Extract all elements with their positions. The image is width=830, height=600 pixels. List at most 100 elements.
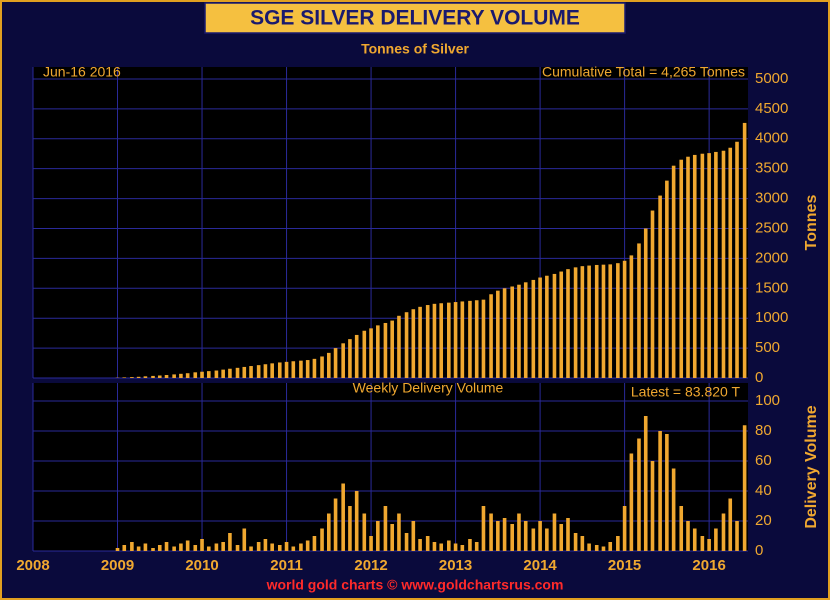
footer: world gold charts © www.goldchartsrus.co… [266,577,564,593]
y-tick-label: 2500 [755,219,788,236]
bar [242,366,247,378]
bar [671,468,676,551]
bar [714,528,718,551]
x-tick-label: 2010 [185,557,218,574]
bar [185,540,190,551]
bar [432,542,437,551]
bar [735,141,739,378]
x-tick-label: 2008 [16,557,49,574]
bar [390,524,394,551]
date-label: Jun-16 2016 [43,64,121,80]
bar [468,300,472,378]
bar [200,371,204,378]
bar [439,303,444,378]
bar [468,539,472,551]
bar [369,328,373,378]
bar [312,358,317,378]
bar [545,275,549,378]
bar [256,365,261,378]
y-tick-label: 3000 [755,190,788,207]
bar [122,377,127,378]
bar [714,151,718,378]
bar [193,545,198,551]
bar [721,150,726,378]
bar [531,528,536,551]
bar [397,315,401,378]
bar [143,376,148,378]
bar [559,271,564,378]
bar [299,360,303,378]
x-tick-label: 2015 [608,557,641,574]
bar [502,288,507,378]
y-tick-label: 3500 [755,160,788,177]
bar [122,545,127,551]
bar [270,543,274,551]
bar [214,543,219,551]
bar [559,524,564,551]
bar [728,498,733,551]
bar [221,369,225,378]
bar [650,461,655,551]
bar [179,373,183,378]
bar [481,299,486,378]
bar [643,228,648,378]
bar [418,306,422,378]
chart-title: SGE SILVER DELIVERY VOLUME [250,7,580,30]
x-tick-label: 2011 [270,557,303,574]
bar [383,506,388,551]
bar [573,267,578,378]
bar [151,375,155,378]
title-box [204,2,626,34]
bar [425,305,430,378]
bar [580,536,585,551]
bar [312,536,317,551]
y-tick-label: 0 [755,542,763,559]
bar [362,330,367,378]
bar [616,263,620,378]
bar [742,425,747,551]
bar [284,361,289,378]
bar [601,264,606,378]
bar [348,339,352,378]
bar [130,542,134,551]
bar [390,320,394,378]
bar [404,533,409,551]
bar [130,377,134,378]
bar [263,539,268,551]
bar [291,361,296,378]
bar [376,521,380,551]
bar [305,360,310,378]
bar [136,376,141,378]
bar [531,279,536,378]
y-tick-label: 4500 [755,100,788,117]
bar [523,282,528,378]
bar [341,483,345,551]
bar [291,546,296,551]
y-tick-label: 20 [755,512,772,529]
bar [700,153,705,378]
annotation: Cumulative Total = 4,265 Tonnes [542,64,745,80]
x-tick-label: 2013 [439,557,472,574]
bar [214,370,219,378]
bar [439,543,444,551]
bar [354,491,359,551]
bar [235,367,240,378]
bar [489,513,493,551]
bar [523,521,528,551]
y-tick-label: 500 [755,339,780,356]
bar [692,528,697,551]
bar [164,375,169,378]
bar [510,286,515,378]
bar [221,542,225,551]
bar [616,536,620,551]
bar [411,309,416,378]
bar [172,546,176,551]
bar [299,543,303,551]
bar [348,506,352,551]
bar [629,453,634,551]
bar [249,546,253,551]
bar [637,438,641,551]
bar [362,513,367,551]
bar [249,366,253,378]
